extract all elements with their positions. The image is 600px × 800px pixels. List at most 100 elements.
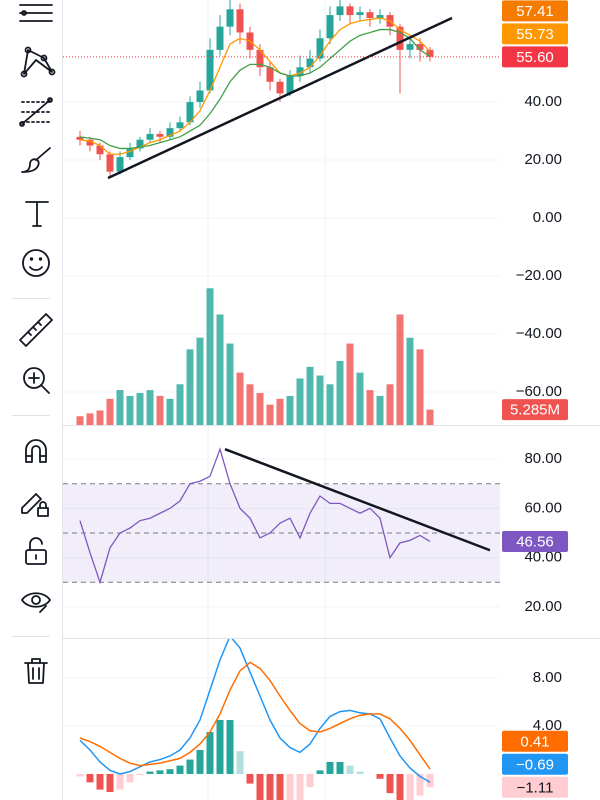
candle-body [106, 154, 114, 172]
candle-body [416, 44, 424, 50]
emoji-tool[interactable] [22, 249, 50, 277]
price-badge-label: 46.56 [516, 533, 554, 550]
y-tick-label: 4.00 [533, 717, 562, 734]
lock-drawing-tool[interactable] [21, 493, 49, 517]
visibility-tool[interactable] [21, 592, 51, 613]
candle-body [276, 81, 284, 94]
macd-histogram-bar [286, 773, 294, 800]
unlock-tool[interactable] [25, 537, 47, 565]
candle-body [266, 67, 274, 82]
volume-bar [346, 343, 354, 425]
volume-bar [106, 398, 114, 425]
volume-bar [266, 404, 274, 425]
volume-bar [256, 393, 264, 425]
macd-histogram-bar [176, 765, 184, 774]
candle-body [296, 67, 304, 76]
candle-body [166, 128, 174, 137]
price-badge-label: 5.285M [510, 402, 560, 419]
y-tick-label: 20.00 [524, 598, 562, 615]
fib-tool[interactable] [19, 97, 53, 127]
volume-bar [166, 398, 174, 425]
macd-histogram-bar [396, 773, 404, 800]
volume-bar [226, 343, 234, 425]
macd-histogram-bar [126, 773, 134, 783]
candle-body [306, 58, 314, 68]
volume-bar [156, 395, 164, 425]
candle-body [326, 15, 334, 39]
candle-body [396, 26, 404, 50]
volume-bar [286, 395, 294, 425]
y-tick-label: −40.00 [516, 325, 562, 342]
volume-bar [276, 398, 284, 425]
macd-histogram-bar [306, 773, 314, 788]
macd-histogram-bar [316, 770, 324, 774]
macd-histogram-bar [196, 749, 204, 774]
price-badge-label: −1.11 [517, 779, 554, 796]
volume-bar [296, 378, 304, 425]
ruler-tool[interactable] [19, 313, 53, 347]
macd-histogram-bar [106, 773, 114, 792]
macd-histogram-bar [166, 769, 174, 774]
candle-body [426, 49, 434, 57]
moving-average [79, 28, 431, 150]
price-badge [502, 399, 568, 421]
volume-bar [426, 409, 434, 425]
rsi-pane [63, 447, 500, 608]
macd-histogram-bar [116, 773, 124, 790]
candle-body [96, 145, 104, 155]
candle-body [206, 49, 214, 91]
pattern-tool[interactable] [20, 46, 56, 78]
macd-histogram-bar [406, 773, 414, 800]
volume-bar [376, 395, 384, 425]
macd-histogram-bar [186, 759, 194, 774]
candle-body [186, 102, 194, 123]
candle-body [336, 6, 344, 16]
candle-body [346, 6, 354, 16]
volume-bar [196, 337, 204, 425]
volume-bar [76, 416, 84, 425]
candle-body [126, 148, 134, 158]
macd-histogram-bar [336, 761, 344, 774]
drawing-toolbar [12, 4, 56, 684]
candle-body [316, 38, 324, 59]
volume-bar [96, 410, 104, 425]
volume-bar [406, 337, 414, 425]
candle-body [226, 9, 234, 27]
candle-body [406, 44, 414, 50]
candle-body [86, 139, 94, 146]
macd-line [79, 661, 431, 770]
y-tick-label: 40.00 [524, 93, 562, 110]
lines-tool[interactable] [19, 4, 53, 22]
magnet-tool[interactable] [25, 439, 47, 463]
zoom-tool[interactable] [23, 367, 50, 394]
macd-histogram-bar [416, 773, 424, 796]
candle-body [136, 139, 144, 149]
volume-bar [326, 384, 334, 425]
y-tick-label: 40.00 [524, 549, 562, 566]
macd-histogram-bar [246, 773, 254, 784]
macd-histogram-bar [96, 773, 104, 790]
delete-tool[interactable] [24, 658, 48, 684]
volume-bar [176, 384, 184, 425]
volume-bar [146, 390, 154, 425]
volume-bar [316, 375, 324, 425]
volume-bar [116, 390, 124, 425]
volume-bar [86, 413, 94, 425]
price-badge-label: −0.69 [516, 756, 554, 773]
candle-body [76, 136, 84, 140]
y-tick-label: −20.00 [516, 267, 562, 284]
macd-histogram-bar [356, 771, 364, 774]
trend-line [107, 16, 453, 180]
volume-bar [216, 314, 224, 425]
volume-bar [136, 393, 144, 425]
macd-histogram-bar [216, 720, 224, 774]
text-tool[interactable] [25, 201, 49, 227]
candle-body [176, 122, 184, 129]
candle-body [196, 90, 204, 103]
brush-tool[interactable] [21, 147, 51, 173]
volume-bar [186, 349, 194, 425]
candle-body [146, 133, 154, 140]
y-tick-label: 80.00 [524, 450, 562, 467]
macd-histogram-bar [146, 771, 154, 774]
